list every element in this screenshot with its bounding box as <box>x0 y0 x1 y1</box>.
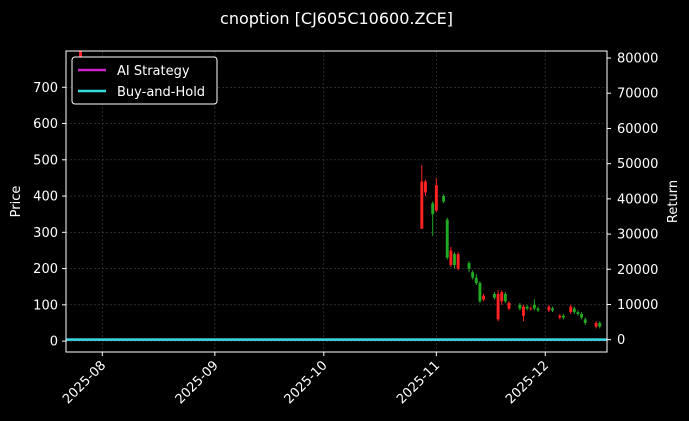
right-tick-label: 20000 <box>617 263 658 278</box>
candle-body <box>503 293 507 302</box>
left-tick-label: 0 <box>50 335 58 350</box>
candle-body <box>442 196 446 202</box>
right-tick-label: 50000 <box>617 157 658 172</box>
candle-body <box>434 185 438 211</box>
candle-body <box>474 277 478 284</box>
candle-body <box>445 219 449 258</box>
candle-body <box>456 254 460 269</box>
right-tick-label: 0 <box>617 333 625 348</box>
right-axis: 0 10000 20000 30000 40000 50000 60000 70000 8000… <box>607 52 658 348</box>
candle-body <box>576 312 580 314</box>
candle-body <box>598 322 602 327</box>
candle-body <box>79 51 82 59</box>
chart-title: cnoption [CJ605C10600.ZCE] <box>220 9 453 28</box>
candle-body <box>424 181 427 193</box>
right-tick-label: 10000 <box>617 298 658 313</box>
candle-body <box>532 304 536 309</box>
candle-body <box>525 306 529 309</box>
right-tick-label: 70000 <box>617 87 658 102</box>
candle-body <box>580 313 584 318</box>
candle-body <box>569 306 573 313</box>
candle-body <box>492 293 496 298</box>
candle-body <box>453 254 456 265</box>
candle-body <box>522 306 525 316</box>
x-tick-label: 2025-09 <box>173 358 222 407</box>
legend-label-ai-strategy: AI Strategy <box>117 64 190 79</box>
left-tick-label: 400 <box>33 190 58 205</box>
candle-body <box>449 250 453 265</box>
candle-body <box>431 203 435 215</box>
candle-body <box>547 306 551 311</box>
left-tick-label: 600 <box>33 117 58 132</box>
right-tick-label: 80000 <box>617 52 658 67</box>
candle-body <box>420 181 424 229</box>
candle-body <box>572 308 576 313</box>
x-tick-label: 2025-11 <box>394 358 443 407</box>
candle-body <box>518 304 522 309</box>
candle-body <box>561 315 565 318</box>
right-tick-label: 30000 <box>617 228 658 243</box>
legend-label-buy-and-hold: Buy-and-Hold <box>117 85 205 100</box>
candle-body <box>467 263 471 269</box>
left-tick-label: 500 <box>33 153 58 168</box>
candle-body <box>529 308 533 310</box>
candle-body <box>551 308 554 311</box>
left-tick-label: 700 <box>33 81 58 96</box>
candle-body <box>471 272 475 278</box>
candle-body <box>536 308 540 311</box>
candle-body <box>558 315 562 318</box>
right-tick-label: 40000 <box>617 192 658 207</box>
legend-box <box>71 56 218 105</box>
x-tick-label: 2025-08 <box>60 358 109 407</box>
x-tick-label: 2025-12 <box>503 358 552 407</box>
candle-body <box>496 293 500 320</box>
candle-body <box>500 292 504 302</box>
y-axis-label-left: Price <box>9 186 24 218</box>
x-tick-label: 2025-10 <box>282 358 331 407</box>
candle-body <box>507 303 511 309</box>
left-axis: 0 100 200 300 400 500 600 700 <box>33 81 66 350</box>
y-axis-label-right: Return <box>666 180 681 223</box>
plot-frame <box>65 50 608 353</box>
left-tick-label: 300 <box>33 226 58 241</box>
x-axis: 2025-08 2025-09 2025-10 2025-11 2025-12 <box>60 352 552 407</box>
left-tick-label: 100 <box>33 298 58 313</box>
candle-body <box>594 322 598 327</box>
candles-layer <box>79 51 602 329</box>
legend: AI Strategy Buy-and-Hold <box>71 56 218 105</box>
candle-body <box>482 295 486 300</box>
left-tick-label: 200 <box>33 262 58 277</box>
right-tick-label: 60000 <box>617 122 658 137</box>
candle-body <box>583 319 587 323</box>
candle-body <box>478 283 482 302</box>
